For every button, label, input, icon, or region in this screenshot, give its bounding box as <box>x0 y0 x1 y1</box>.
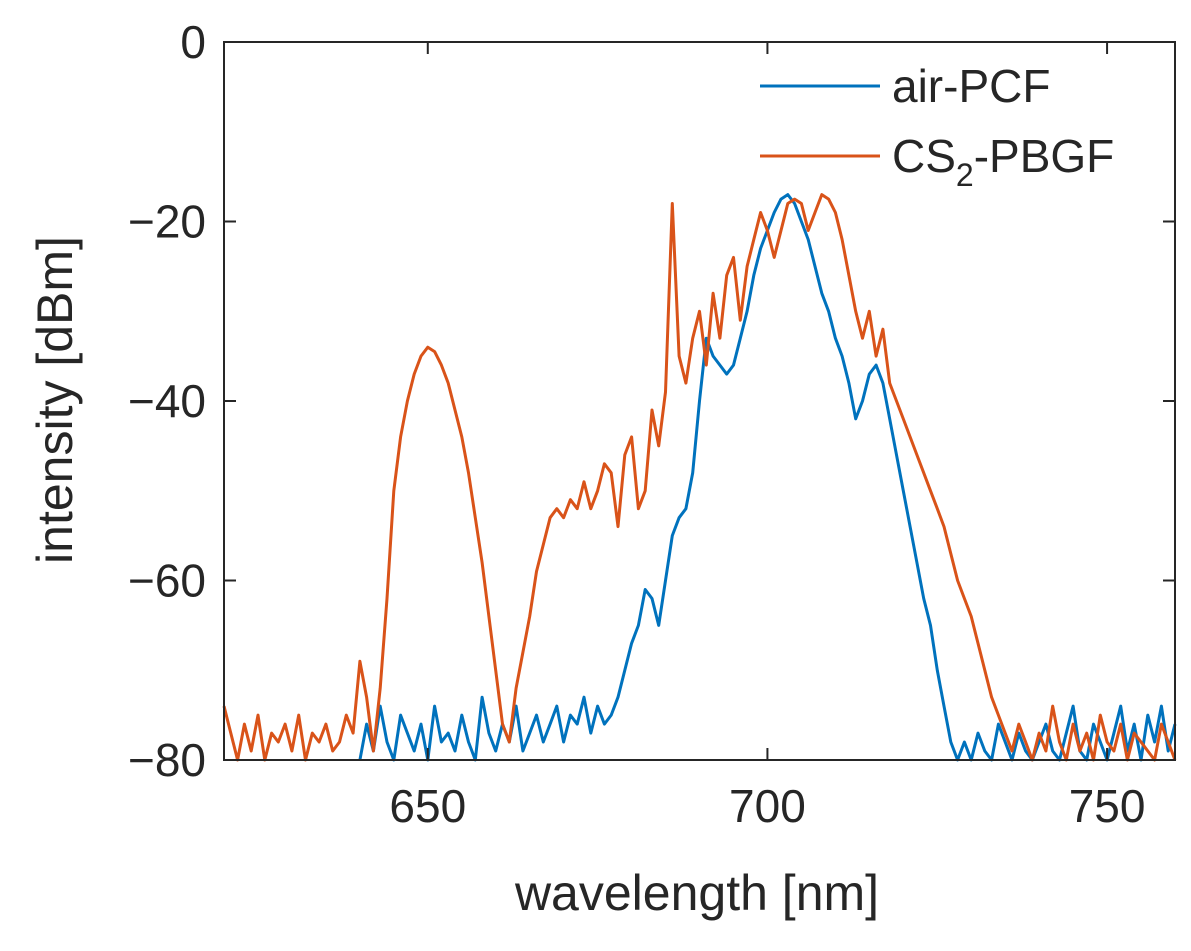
y-tick-label: −60 <box>128 555 206 607</box>
legend-label-air-pcf: air-PCF <box>892 60 1050 112</box>
x-tick-label: 750 <box>1069 780 1146 832</box>
x-tick-label: 700 <box>729 780 806 832</box>
series-line-cs2-pbgf <box>222 193 1177 762</box>
y-axis-label: intensity [dBm] <box>27 236 83 564</box>
y-tick-label: 0 <box>180 16 206 68</box>
legend: air-PCF CS2-PBGF <box>760 60 1114 193</box>
y-tick-label: −40 <box>128 375 206 427</box>
legend-label-cs2-pbgf: CS2-PBGF <box>892 130 1114 193</box>
plot-area <box>222 193 1177 762</box>
legend-label-cs2-subscript: 2 <box>956 157 974 193</box>
x-tick-label: 650 <box>389 780 466 832</box>
legend-label-cs2-rest: -PBGF <box>974 130 1115 182</box>
y-tick-label: −80 <box>128 734 206 786</box>
x-axis-label: wavelength [nm] <box>514 865 879 921</box>
y-tick-label: −20 <box>128 196 206 248</box>
ticks: 650 700 750 0 −20 −40 −60 −80 <box>128 16 1175 832</box>
legend-label-cs2-main: CS <box>892 130 956 182</box>
